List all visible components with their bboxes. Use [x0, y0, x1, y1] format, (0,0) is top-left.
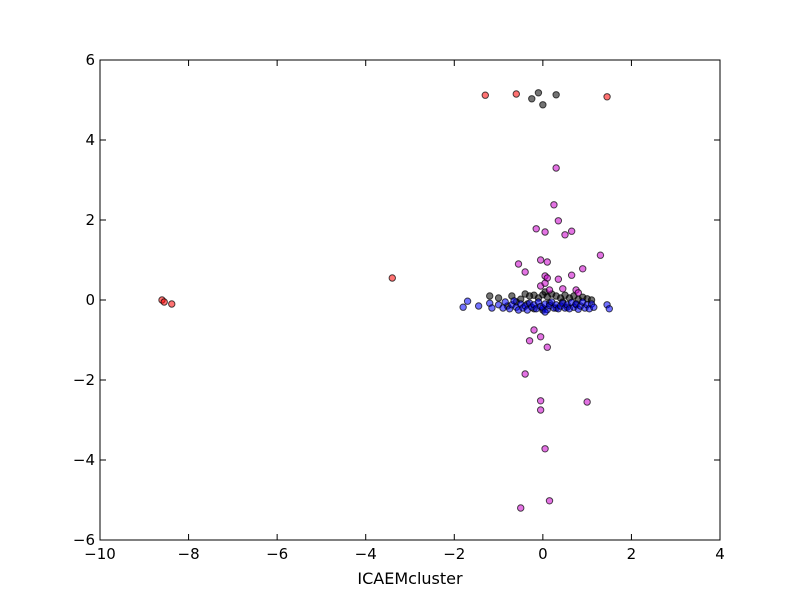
data-point: [499, 304, 507, 312]
x-tick-label: −4: [355, 545, 377, 563]
data-point: [494, 294, 503, 302]
data-point: [488, 304, 496, 312]
data-point: [545, 497, 554, 505]
data-point: [501, 298, 509, 306]
data-point: [536, 397, 545, 405]
data-point: [459, 303, 467, 311]
data-point: [510, 297, 518, 305]
series-2: [459, 297, 613, 316]
y-tick-label: −4: [73, 451, 95, 469]
y-tick-label: 2: [85, 211, 95, 229]
points-layer: [158, 89, 613, 512]
data-point: [541, 445, 549, 453]
data-point: [541, 279, 549, 287]
data-point: [536, 406, 545, 414]
data-point: [567, 271, 576, 279]
data-point: [168, 300, 176, 308]
y-tick-label: 4: [85, 131, 95, 149]
data-point: [567, 227, 576, 235]
data-point: [486, 292, 494, 300]
data-point: [388, 274, 396, 282]
data-point: [534, 89, 543, 97]
data-point: [596, 251, 605, 259]
data-point: [521, 268, 529, 276]
data-point: [541, 228, 549, 236]
x-tick-label: −2: [443, 545, 465, 563]
data-point: [474, 302, 483, 310]
x-tick-label: −10: [84, 545, 116, 563]
data-point: [541, 308, 549, 316]
data-point: [554, 217, 563, 225]
data-point: [559, 285, 567, 293]
x-axis-label: ICAEMcluster: [357, 569, 463, 588]
x-tick-label: 2: [627, 545, 637, 563]
x-tick-label: −6: [266, 545, 288, 563]
x-tick-label: 4: [715, 545, 725, 563]
data-point: [574, 289, 582, 297]
data-point: [528, 95, 536, 103]
data-point: [521, 370, 529, 378]
y-tick-label: 0: [85, 291, 95, 309]
y-tick-label: −6: [73, 531, 95, 549]
y-tick-label: −2: [73, 371, 95, 389]
series-1: [486, 89, 596, 314]
data-point: [561, 231, 569, 239]
data-point: [536, 333, 545, 341]
data-point: [583, 398, 591, 406]
data-point: [463, 297, 472, 305]
data-point: [605, 305, 613, 313]
data-point: [543, 343, 551, 351]
data-point: [543, 258, 551, 266]
data-point: [579, 265, 587, 273]
data-point: [552, 164, 560, 172]
data-point: [512, 90, 520, 98]
data-point: [525, 337, 534, 345]
data-point: [514, 260, 523, 268]
y-tick-label: 6: [85, 51, 95, 69]
data-point: [517, 504, 525, 512]
x-tick-label: −8: [178, 545, 200, 563]
data-point: [554, 275, 563, 283]
data-point: [160, 298, 168, 306]
series-0: [158, 90, 611, 308]
data-point: [481, 91, 489, 99]
data-point: [545, 286, 554, 294]
data-point: [550, 201, 558, 209]
data-point: [536, 256, 545, 264]
series-3: [514, 164, 605, 512]
plot-frame: [99, 59, 721, 541]
data-point: [532, 225, 540, 233]
data-point: [603, 93, 611, 101]
data-point: [539, 101, 547, 109]
data-point: [530, 326, 538, 334]
data-point: [590, 303, 598, 311]
ticks-layer: −10 −8 −6 −4 −2 0 2 4 −6 −4 −2 0 2 4 6: [73, 51, 725, 563]
data-point: [552, 91, 560, 99]
x-tick-label: 0: [538, 545, 548, 563]
